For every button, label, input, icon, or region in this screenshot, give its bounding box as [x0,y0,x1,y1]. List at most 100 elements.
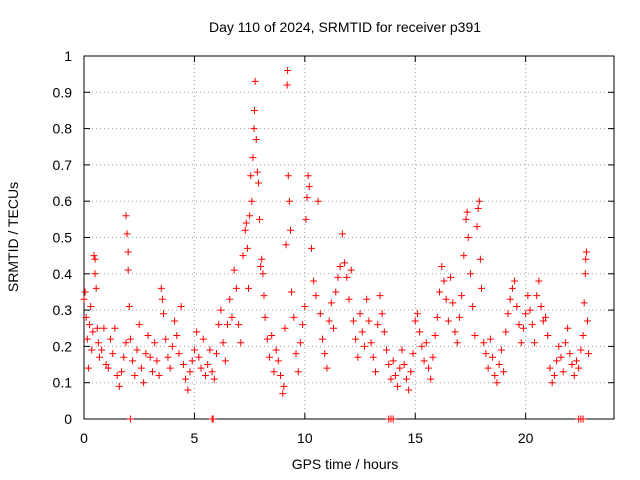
data-point [307,244,315,252]
data-point [480,339,488,347]
data-point [177,302,185,310]
data-point [285,197,293,205]
data-point [254,179,262,187]
data-point [111,324,119,332]
data-point [182,375,190,383]
data-point [259,270,267,278]
data-point [398,346,406,354]
chart-title: Day 110 of 2024, SRMTID for receiver p39… [209,19,481,35]
data-point [243,244,251,252]
data-point [519,324,527,332]
data-point [478,284,485,292]
data-point [475,197,483,205]
y-tick-labels: 0 0.1 0.2 0.3 0.4 0.5 0.6 0.7 0.8 0.9 1 [53,48,73,427]
data-point [305,183,313,191]
data-point [195,353,203,361]
data-point [580,299,588,307]
data-point [270,368,278,376]
data-point [416,328,424,336]
data-point [330,324,338,332]
data-point [253,168,261,176]
data-point [338,230,346,238]
x-tick-label: 15 [407,430,423,446]
y-tick-label: 0.9 [53,84,73,100]
data-point [493,379,501,387]
data-point [542,313,550,321]
data-point [358,328,366,336]
data-point [146,353,154,361]
data-point [312,292,320,300]
data-point [442,295,450,303]
data-point [242,219,250,227]
data-point [537,302,545,310]
data-point [98,346,106,354]
data-point [171,317,179,325]
data-point [94,339,102,347]
data-point [522,310,530,318]
x-tick-label: 20 [518,430,534,446]
y-tick-label: 0.3 [53,302,73,318]
data-point [444,317,452,325]
data-point [405,386,413,394]
data-point [208,368,216,376]
data-point [436,288,444,296]
data-point [316,310,324,318]
data-point [581,270,589,278]
data-point [88,346,96,354]
data-point [422,339,430,347]
data-point [546,364,554,372]
data-point [431,332,439,340]
data-point [286,226,294,234]
data-point [341,259,349,267]
data-point [122,212,130,220]
data-point [572,357,580,365]
data-point [190,346,198,354]
data-point [102,361,110,369]
data-point [495,361,503,369]
data-point [508,284,516,292]
data-point [197,364,205,372]
data-points [80,67,593,423]
data-point [268,332,276,340]
data-point [164,353,172,361]
data-point [427,375,435,383]
data-point [217,306,225,314]
data-point [356,310,364,318]
data-point [325,317,333,325]
data-point [449,299,457,307]
data-point [256,215,264,223]
data-point [568,361,576,369]
data-point [369,353,377,361]
data-point [491,371,499,379]
data-point [387,375,395,383]
data-point [100,324,108,332]
data-point [584,317,591,325]
data-point [582,248,590,256]
data-point [284,172,292,180]
data-point [266,353,273,361]
data-point [168,342,176,350]
x-tick-label: 0 [80,430,88,446]
data-point [104,364,112,372]
data-point [433,313,441,321]
data-point [531,339,538,347]
data-point [513,302,521,310]
data-point [158,295,166,303]
data-point [352,335,360,343]
data-point [135,321,143,329]
data-point [535,277,543,285]
data-point [93,324,101,332]
data-point [391,371,399,379]
data-point [585,350,593,358]
data-point [81,288,89,296]
data-point [294,368,302,376]
data-point [453,339,461,347]
data-point [464,234,472,241]
y-tick-label: 0.1 [53,375,73,391]
data-point [228,313,236,321]
data-point [345,295,353,303]
x-tick-labels: 0 5 10 15 20 [80,430,534,446]
data-point [133,346,141,354]
data-point [553,357,561,365]
data-point [302,215,310,223]
